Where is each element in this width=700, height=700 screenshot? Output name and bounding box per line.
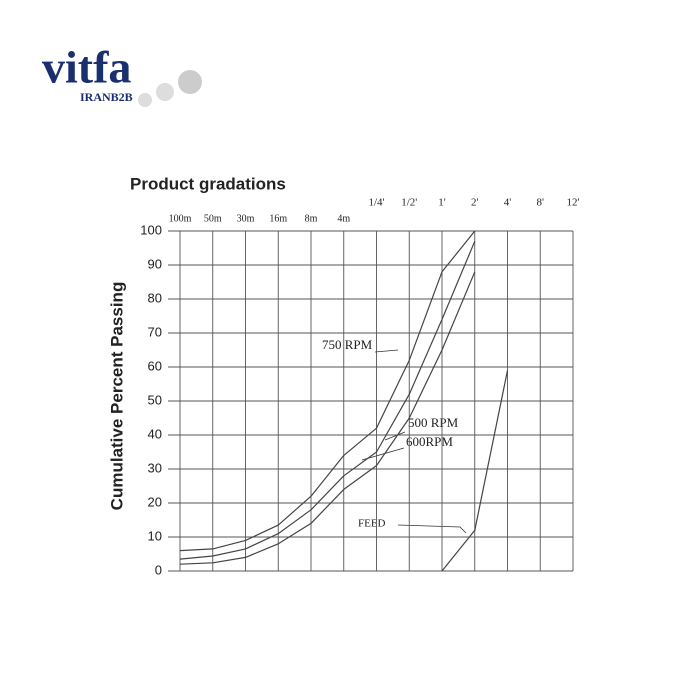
series-line — [179, 240, 476, 560]
annotation: 750 RPM — [322, 337, 373, 352]
x-tick-label: 2' — [471, 197, 479, 209]
annotation-arrows — [361, 349, 467, 534]
x-tick-label: 16m — [269, 213, 287, 224]
logo-dot — [178, 70, 202, 94]
y-tick-label: 10 — [148, 528, 162, 543]
y-tick-label: 60 — [148, 358, 162, 373]
y-tick-label: 100 — [140, 222, 162, 237]
logo-dot — [138, 93, 152, 107]
x-tick-label: 8m — [305, 213, 318, 224]
logo-dot — [156, 83, 174, 101]
x-tick-label: 4' — [504, 197, 512, 209]
x-tick-label: 8' — [537, 197, 545, 209]
series-line — [179, 230, 476, 552]
annotation: FEED — [358, 518, 386, 530]
logo-subtitle: IRANB2B — [80, 90, 133, 104]
x-tick-label: 1/4' — [368, 197, 384, 209]
logo-text: vitfa — [42, 42, 131, 93]
arrow — [384, 431, 406, 441]
y-tick-label: 40 — [148, 426, 162, 441]
logo: vitfa IRANB2B — [42, 42, 202, 107]
x-tick-label: 1' — [438, 197, 446, 209]
x-tick-label: 4m — [337, 213, 350, 224]
arrow — [374, 349, 399, 353]
x-tick-label: 1/2' — [401, 197, 417, 209]
y-tick-label: 0 — [155, 562, 162, 577]
y-tick-label: 50 — [148, 392, 162, 407]
y-tick-label: 30 — [148, 460, 162, 475]
annotation: 500 RPM — [408, 415, 459, 430]
y-tick-label: 80 — [148, 290, 162, 305]
series-line — [179, 271, 476, 565]
x-tick-label: 12' — [567, 197, 580, 209]
y-axis-label: Cumulative Percent Passing — [107, 282, 126, 511]
y-tick-label: 90 — [148, 256, 162, 271]
y-tick-label: 20 — [148, 494, 162, 509]
chart-title: Product gradations — [130, 174, 286, 193]
series-line — [441, 370, 509, 572]
arrow — [397, 524, 467, 534]
x-tick-label: 50m — [204, 213, 222, 224]
annotation: 600RPM — [406, 434, 453, 449]
y-tick-label: 70 — [148, 324, 162, 339]
x-tick-label: 100m — [169, 213, 192, 224]
x-tick-label: 30m — [237, 213, 255, 224]
